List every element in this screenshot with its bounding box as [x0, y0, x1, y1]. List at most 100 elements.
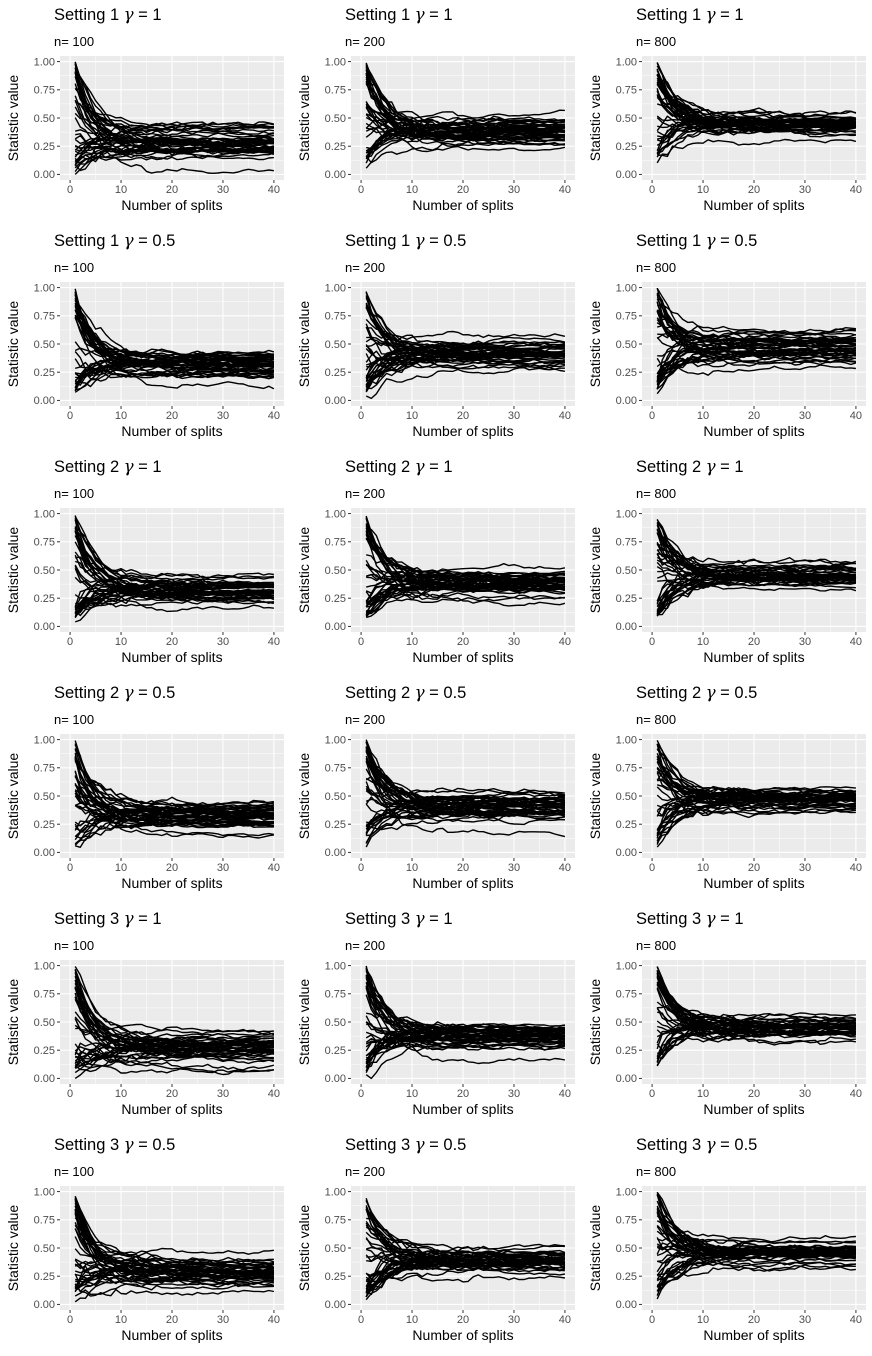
x-axis-title: Number of splits [412, 423, 513, 439]
x-tick-label: 0 [358, 862, 364, 874]
y-tick-label: 0.25 [616, 1271, 637, 1283]
x-tick-label: 20 [166, 410, 178, 422]
series-line [365, 796, 565, 809]
panel-subtitle-n: n= 100 [54, 1164, 94, 1179]
y-tick-label: 1.00 [34, 282, 55, 294]
series-line [74, 526, 274, 581]
series-group [365, 515, 566, 619]
x-tick-label: 10 [406, 184, 418, 196]
x-tick-label: 40 [559, 636, 571, 648]
panel-title: Setting 3 γ = 0.5 [54, 1135, 175, 1154]
panel-title-eq: = [716, 458, 735, 476]
panel-title: Setting 1 γ = 0.5 [345, 231, 466, 250]
series-line [74, 564, 274, 589]
x-tick-label: 0 [67, 184, 73, 196]
panel-3: Setting 1 γ = 1 n= 800 0 10 20 30 40 0.00 0.25 0.… [587, 5, 866, 213]
series-line [365, 813, 566, 831]
series-line [366, 363, 566, 382]
series-line [656, 1242, 857, 1256]
series-line [74, 527, 275, 601]
panel-title: Setting 2 γ = 1 [345, 457, 453, 476]
panel-title-gamma-symbol: γ [706, 5, 716, 24]
x-tick-label: 10 [697, 1314, 709, 1326]
panel-title-gamma-value: 0.5 [734, 1136, 757, 1154]
panel-1: Setting 1 γ = 1 n= 100 0 10 20 30 40 0.00 0.25 0.… [5, 5, 284, 213]
series-line [656, 115, 856, 128]
series-line [74, 1036, 274, 1070]
panel-12: Setting 2 γ = 0.5 n= 800 0 10 20 30 40 0.00 0.25… [587, 683, 866, 891]
y-tick-label: 1.00 [34, 960, 55, 972]
x-tick-label: 10 [115, 636, 127, 648]
y-tick-label: 0.00 [325, 169, 346, 181]
series-group [365, 291, 566, 400]
x-tick-label: 40 [850, 1314, 862, 1326]
series-line [365, 749, 565, 809]
x-tick-label: 30 [799, 410, 811, 422]
series-line [366, 327, 566, 347]
panel-title-gamma-value: 0.5 [734, 684, 757, 702]
series-line [365, 795, 565, 844]
panel-title-eq: = [716, 232, 735, 250]
y-tick-label: 0.25 [34, 1271, 55, 1283]
series-line [74, 300, 275, 356]
panel-title-eq: = [134, 6, 153, 24]
series-line [656, 330, 857, 347]
y-tick-label: 0.50 [325, 1243, 346, 1255]
x-tick-label: 20 [166, 636, 178, 648]
x-axis-title: Number of splits [412, 1327, 513, 1343]
y-tick-label: 0.75 [616, 85, 637, 97]
x-tick-label: 0 [358, 410, 364, 422]
panel-title-gamma-value: 0.5 [152, 232, 175, 250]
y-tick-label: 0.50 [325, 791, 346, 803]
panel-title-eq: = [134, 910, 153, 928]
y-tick-label: 0.75 [325, 85, 346, 97]
x-tick-label: 0 [358, 1088, 364, 1100]
x-tick-label: 20 [748, 636, 760, 648]
series-line [74, 1266, 274, 1276]
y-tick-label: 0.50 [325, 1017, 346, 1029]
panel-4: Setting 1 γ = 0.5 n= 100 0 10 20 30 40 0.00 0.25… [5, 231, 284, 439]
panel-title-setting: Setting 2 [345, 684, 415, 702]
y-axis-title: Statistic value [587, 301, 603, 388]
panel-title-setting: Setting 1 [345, 232, 415, 250]
series-line [365, 985, 565, 1034]
series-line [656, 974, 856, 1031]
x-axis-title: Number of splits [121, 1101, 222, 1117]
series-line [74, 72, 274, 161]
x-tick-label: 40 [850, 184, 862, 196]
x-axis-title: Number of splits [703, 1327, 804, 1343]
x-tick-label: 10 [406, 410, 418, 422]
panel-title-gamma-symbol: γ [706, 909, 716, 928]
series-line [657, 303, 857, 336]
series-line [656, 348, 856, 368]
series-line [656, 342, 856, 379]
y-axis-title: Statistic value [296, 75, 312, 162]
x-axis-title: Number of splits [412, 197, 513, 213]
y-tick-label: 1.00 [325, 508, 346, 520]
y-axis-title: Statistic value [5, 753, 21, 840]
x-tick-label: 10 [697, 636, 709, 648]
series-line [365, 1042, 566, 1074]
y-axis-title: Statistic value [5, 979, 21, 1066]
panel-title-gamma-symbol: γ [124, 5, 134, 24]
series-line [74, 356, 275, 393]
panel-title: Setting 3 γ = 0.5 [636, 1135, 757, 1154]
x-tick-label: 20 [748, 862, 760, 874]
y-tick-label: 1.00 [616, 960, 637, 972]
panel-title-gamma-symbol: γ [706, 457, 716, 476]
panel-title-gamma-symbol: γ [706, 683, 716, 702]
series-line [74, 790, 275, 837]
series-line [656, 328, 856, 383]
panel-title: Setting 2 γ = 0.5 [54, 683, 175, 702]
panel-18: Setting 3 γ = 0.5 n= 800 0 10 20 30 40 0.00 0.25… [587, 1135, 866, 1343]
panel-subtitle-n: n= 100 [54, 260, 94, 275]
panel-17: Setting 3 γ = 0.5 n= 200 0 10 20 30 40 0.00 0.25… [296, 1135, 575, 1343]
panel-title-setting: Setting 3 [54, 910, 124, 928]
y-tick-label: 0.00 [616, 169, 637, 181]
y-axis-title: Statistic value [5, 527, 21, 614]
series-line [74, 1195, 275, 1266]
panel-title: Setting 3 γ = 1 [636, 909, 744, 928]
series-line [74, 341, 274, 367]
panel-title-eq: = [134, 1136, 153, 1154]
y-tick-label: 0.50 [34, 791, 55, 803]
